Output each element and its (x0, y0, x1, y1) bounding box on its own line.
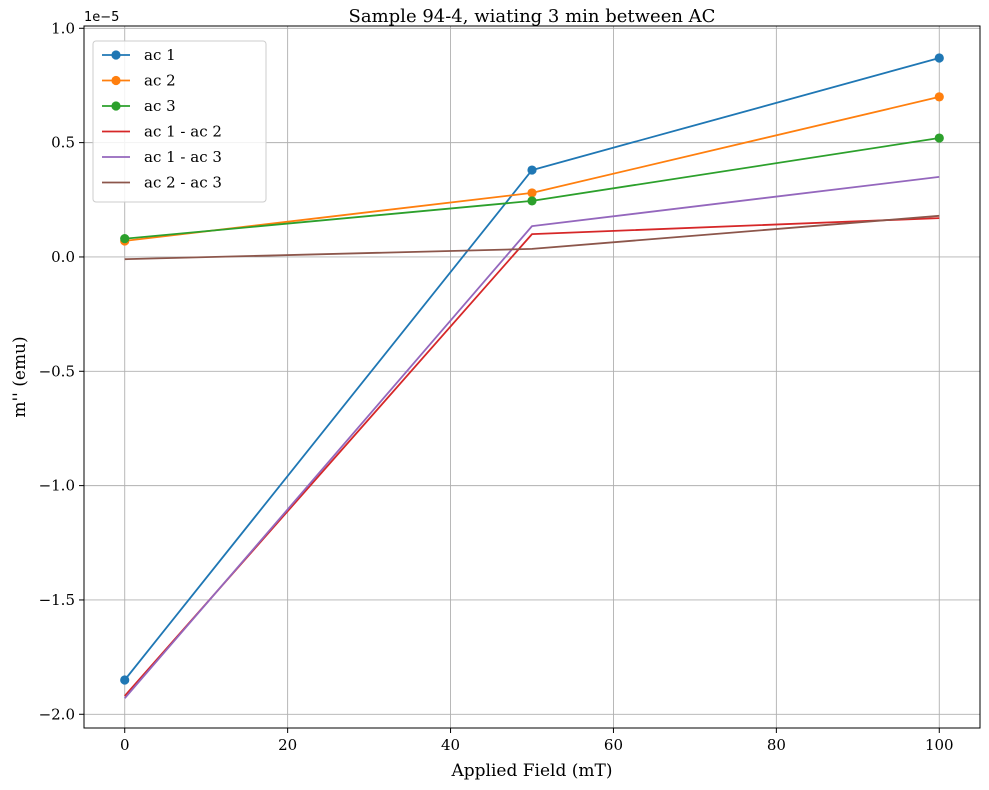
x-tick-label: 20 (278, 736, 297, 754)
legend-marker (111, 75, 121, 86)
y-axis-offset-label: 1e−5 (84, 10, 119, 25)
legend-marker (111, 50, 121, 60)
y-axis-label: m'' (emu) (10, 336, 30, 417)
data-point (527, 188, 537, 198)
legend-box (92, 40, 267, 203)
legend-label: ac 2 (144, 72, 176, 90)
x-tick-label: 100 (925, 736, 954, 754)
plot-frame (83, 25, 981, 729)
y-tick-label: −0.5 (39, 362, 75, 380)
data-point (527, 196, 537, 206)
y-tick-label: −2.0 (39, 705, 75, 723)
y-tick-label: −1.0 (39, 477, 75, 495)
legend-label: ac 2 - ac 3 (144, 174, 222, 192)
legend-label: ac 1 (144, 46, 176, 64)
series-line-5 (124, 176, 940, 699)
y-tick-label: 0.5 (51, 134, 75, 152)
y-tick-label: −1.5 (39, 591, 75, 609)
x-axis-label: Applied Field (mT) (450, 761, 612, 781)
data-point (934, 133, 944, 143)
legend: ac 1 ac 2 ac 3 ac 1 - ac 2 ac 1 - ac 3 ac 2 -… (92, 40, 267, 203)
series-line-6 (124, 214, 940, 261)
legend-label: ac 1 - ac 2 (144, 123, 222, 141)
legend-marker (111, 101, 121, 111)
y-tick-label: 1.0 (51, 19, 75, 37)
series-layer (120, 53, 944, 699)
legend-label: ac 1 - ac 3 (144, 148, 222, 166)
data-point (120, 675, 130, 685)
data-point (934, 53, 944, 63)
x-tick-label: 60 (604, 736, 623, 754)
data-point (120, 234, 130, 244)
series-line-4 (124, 217, 940, 697)
axis-ticks: 0 20 40 60 80 100 −2.0 −1.5 −1.0 −0.5 0.0 0.5 1.0 (39, 19, 954, 754)
legend-label: ac 3 (144, 97, 176, 115)
x-tick-label: 80 (767, 736, 786, 754)
data-point (527, 165, 537, 175)
y-tick-label: 0.0 (51, 248, 75, 266)
chart-title: Sample 94-4, wiating 3 min between AC (349, 6, 716, 27)
data-point (934, 92, 944, 102)
x-tick-label: 40 (441, 736, 460, 754)
x-tick-label: 0 (120, 736, 130, 754)
